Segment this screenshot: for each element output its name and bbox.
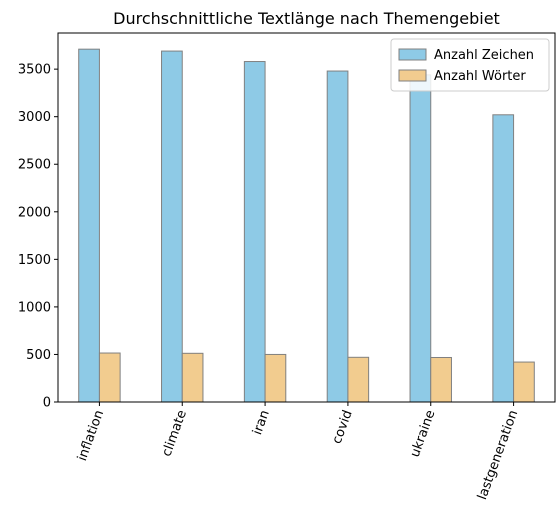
x-tick-label: iran [250,408,273,437]
x-axis: inflation climate iran covid ukraine lastgene… [75,402,521,502]
legend-swatch [398,48,427,61]
bar [492,114,515,403]
legend-box [390,38,550,92]
bar [98,352,121,403]
bar [409,74,432,403]
x-tick-label: lastgeneration [475,408,521,502]
x-tick-label: ukraine [408,408,439,459]
x-tick-label: inflation [75,408,107,463]
legend-label: Anzahl Zeichen [434,48,534,63]
legend-swatch [398,69,427,82]
bar [264,353,287,403]
y-tick-label: 2500 [18,158,51,173]
bar [78,48,100,403]
y-axis: 0 500 1000 1500 2000 2500 3000 3500 [18,63,58,411]
legend: Anzahl Zeichen Anzahl Wörter [390,38,550,92]
y-tick-label: 1000 [18,300,51,315]
bar [513,361,535,403]
y-tick-label: 1500 [18,253,51,268]
chart-title: Durchschnittliche Textlänge nach Themeng… [113,9,500,28]
plot-frame [57,32,556,403]
bar [181,352,204,403]
y-tick-label: 3500 [18,63,51,78]
bar [347,356,370,403]
x-tick-label: covid [330,408,356,446]
bar [430,356,452,403]
x-tick-label: climate [159,408,190,458]
plot-area [57,32,556,403]
y-tick-label: 3000 [18,110,51,125]
legend-label: Anzahl Wörter [434,69,526,84]
y-tick-label: 2000 [18,205,51,220]
y-tick-label: 0 [43,396,51,411]
bar [161,50,183,403]
bar [326,70,349,403]
bar [243,61,266,403]
y-tick-label: 500 [26,348,51,363]
